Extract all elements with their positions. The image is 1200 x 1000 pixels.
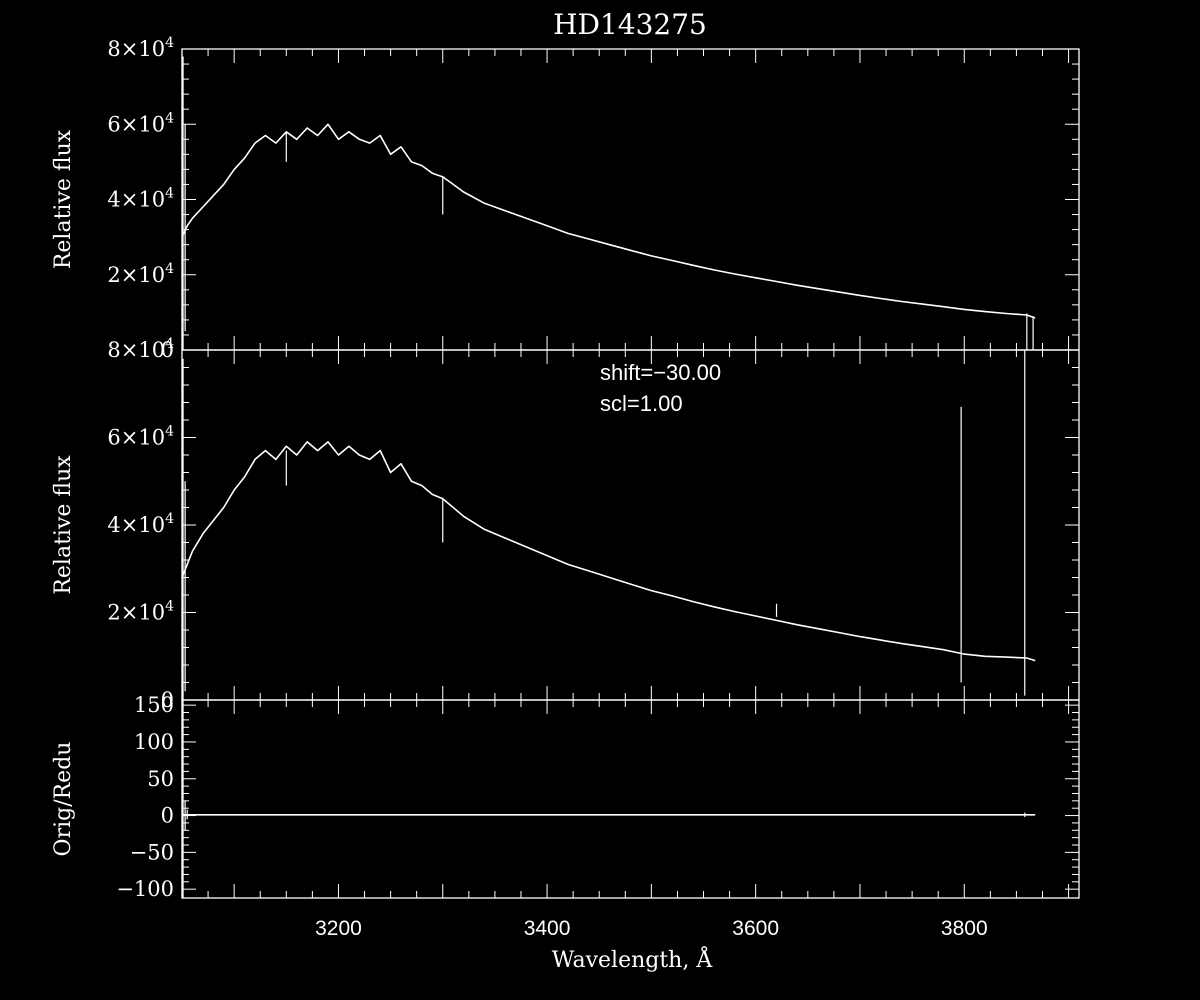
x-axis-label: Wavelength, Å: [552, 945, 714, 973]
y-axis-label: Orig/Redu: [51, 742, 76, 857]
x-tick-label: 3200: [315, 917, 362, 940]
y-tick-label: 50: [147, 767, 174, 791]
y-tick-label: 2×104: [107, 599, 174, 625]
y-tick-label: 6×104: [107, 424, 174, 450]
series-line: [181, 123, 1036, 319]
y-tick-label: 6×104: [107, 110, 174, 136]
annotation-text: scl=1.00: [600, 391, 683, 416]
y-tick-label: 100: [134, 730, 174, 754]
y-tick-label: 2×104: [107, 261, 174, 287]
y-tick-label: 150: [134, 693, 174, 717]
series-line: [181, 441, 1036, 662]
y-tick-label: 4×104: [107, 186, 174, 212]
chart-title: HD143275: [553, 8, 707, 41]
y-tick-label: 0: [161, 688, 174, 712]
panels: 0 2×104 4×104 6×104 8×104 Relative flux 0 2×104…: [51, 35, 1080, 940]
panel-frame: [181, 699, 1080, 899]
y-axis-label: Relative flux: [51, 129, 76, 269]
panel-original: 0 2×104 4×104 6×104 8×104 Relative flux: [51, 35, 1080, 362]
panel-frame: [181, 48, 1080, 351]
y-tick-label: 8×104: [107, 336, 174, 362]
y-axis-label: Relative flux: [51, 455, 76, 595]
y-tick-label: 8×104: [107, 35, 174, 61]
y-tick-label: 0: [161, 338, 174, 362]
annotation-text: shift=−30.00: [600, 360, 721, 385]
y-tick-label: −100: [116, 877, 174, 901]
x-tick-label: 3400: [524, 917, 571, 940]
y-tick-label: 4×104: [107, 511, 174, 537]
y-tick-label: 0: [161, 804, 174, 828]
panel-ratio: −100 −50 0 50 100 150 Orig/Redu: [51, 693, 1080, 901]
y-tick-label: −50: [130, 840, 174, 864]
panel-reduced: 0 2×104 4×104 6×104 8×104 Relative flux shift=…: [51, 336, 1080, 712]
x-tick-label: 3800: [941, 917, 988, 940]
x-tick-label: 3600: [732, 917, 779, 940]
